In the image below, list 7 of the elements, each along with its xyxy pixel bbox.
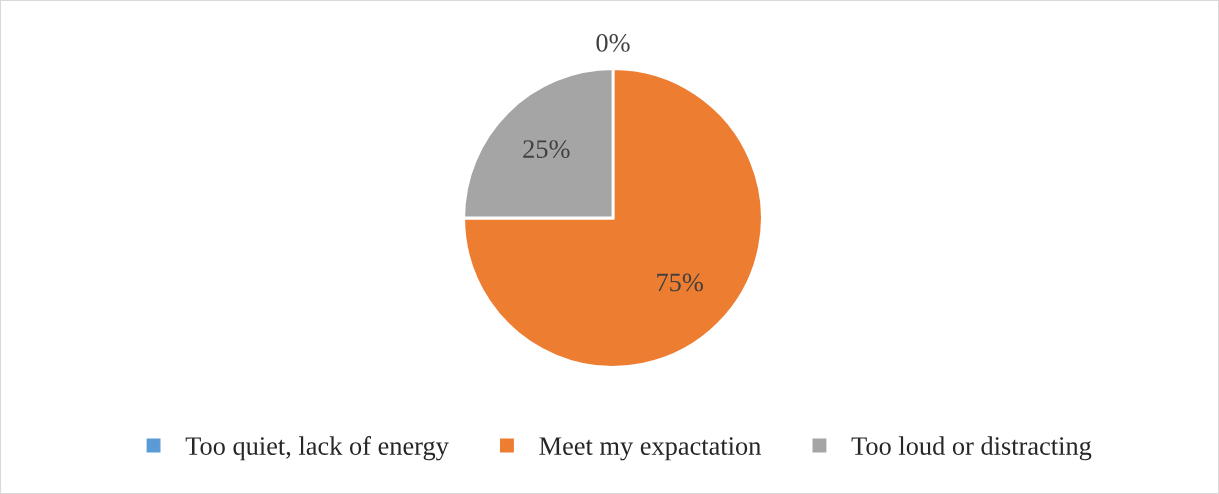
legend-label: Meet my expactation: [539, 437, 761, 461]
data-label: 25%: [523, 140, 570, 159]
legend-label: Too quiet, lack of energy: [185, 436, 449, 461]
legend-label: Too loud or distracting: [851, 436, 1092, 461]
pie-slice: [462, 67, 764, 369]
data-label: 75%: [657, 273, 703, 292]
text: 0%: [596, 33, 630, 52]
